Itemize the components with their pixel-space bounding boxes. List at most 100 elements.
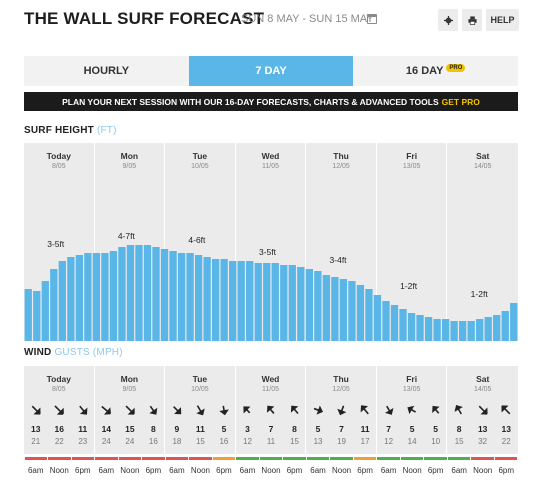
- pro-badge: PRO: [446, 64, 466, 72]
- surf-bar[interactable]: [126, 245, 135, 341]
- surf-bar[interactable]: [229, 261, 237, 341]
- surf-bar[interactable]: [424, 317, 433, 341]
- surf-bar[interactable]: [365, 289, 373, 341]
- surf-bar[interactable]: [373, 295, 382, 341]
- wind-arrow-icon: [306, 404, 330, 416]
- pro-banner[interactable]: PLAN YOUR NEXT SESSION WITH OUR 16-DAY F…: [24, 92, 518, 111]
- tab-hourly[interactable]: HOURLY: [24, 56, 189, 86]
- surf-bar[interactable]: [160, 249, 169, 341]
- surf-bar[interactable]: [92, 253, 101, 341]
- surf-bar[interactable]: [177, 253, 186, 341]
- time-labels-row: 6am Noon 6pm 6am Noon 6pm 6am Noon 6pm 6am Noon 6pm…: [24, 466, 518, 478]
- settings-button[interactable]: [438, 9, 458, 31]
- surf-bar[interactable]: [467, 321, 475, 341]
- surf-bar[interactable]: [135, 245, 143, 341]
- surf-bar[interactable]: [458, 321, 467, 341]
- surf-bar[interactable]: [348, 281, 356, 341]
- time-label: Noon: [49, 466, 69, 475]
- surf-bar[interactable]: [211, 259, 220, 341]
- tab-16-day-label: 16 DAY: [405, 65, 444, 77]
- wind-arrow-icon: [283, 404, 307, 416]
- surf-bar[interactable]: [220, 259, 228, 341]
- surf-bar[interactable]: [84, 253, 92, 341]
- surf-height-chart: Today 8/05 Mon 9/05 Tue 10/05 Wed 11/05 Thu 12/05…: [24, 143, 518, 341]
- wind-arrow-icon: [212, 404, 236, 416]
- surf-bar[interactable]: [203, 257, 211, 341]
- surf-bar[interactable]: [416, 315, 424, 341]
- surf-bar[interactable]: [441, 319, 450, 341]
- surf-bar[interactable]: [433, 319, 441, 341]
- surf-bar[interactable]: [101, 253, 109, 341]
- surf-bar[interactable]: [237, 261, 245, 341]
- tab-7-day[interactable]: 7 DAY: [188, 56, 354, 86]
- print-button[interactable]: [462, 9, 482, 31]
- time-label: Noon: [331, 466, 352, 475]
- surf-bar[interactable]: [390, 305, 399, 341]
- surf-bar[interactable]: [194, 255, 203, 341]
- wind-speed: 5: [433, 424, 438, 434]
- get-pro-link[interactable]: GET PRO: [441, 96, 480, 107]
- time-label: Noon: [473, 466, 493, 475]
- tab-16-day[interactable]: 16 DAY PRO: [353, 56, 518, 86]
- time-label: 6am: [239, 466, 256, 475]
- time-label: 6pm: [427, 466, 444, 475]
- wind-gust: 12: [243, 437, 252, 446]
- day-date: 14/05: [473, 163, 492, 170]
- day-name: Wed: [261, 151, 280, 161]
- surf-bar[interactable]: [118, 247, 126, 341]
- wind-gust: 23: [78, 437, 88, 446]
- surf-bar[interactable]: [186, 253, 194, 341]
- surf-bar[interactable]: [41, 281, 49, 341]
- calendar-icon[interactable]: [367, 14, 377, 24]
- surf-bar[interactable]: [399, 309, 407, 341]
- surf-bar[interactable]: [33, 291, 41, 341]
- surf-bar[interactable]: [169, 251, 177, 341]
- surf-bar[interactable]: [484, 317, 492, 341]
- surf-bar[interactable]: [382, 301, 390, 341]
- day-column: Thu 12/05: [306, 366, 377, 454]
- surf-bar[interactable]: [314, 271, 322, 341]
- surf-bar[interactable]: [476, 319, 484, 341]
- surf-bar[interactable]: [152, 247, 160, 341]
- day-column: Wed 11/05: [236, 366, 307, 454]
- surf-bar[interactable]: [109, 251, 118, 341]
- help-button[interactable]: HELP: [486, 9, 519, 31]
- surf-bar[interactable]: [280, 265, 288, 341]
- surf-bar[interactable]: [67, 257, 75, 341]
- surf-bar[interactable]: [254, 263, 262, 341]
- surf-bar[interactable]: [356, 285, 365, 341]
- surf-range-label: 1-2ft: [400, 281, 418, 291]
- surf-bar[interactable]: [297, 267, 305, 341]
- surf-bar[interactable]: [58, 261, 66, 341]
- surf-bar[interactable]: [510, 303, 518, 341]
- surf-bar[interactable]: [75, 255, 84, 341]
- wind-speed: 13: [477, 424, 488, 434]
- gear-icon: [443, 15, 453, 25]
- wind-arrow-icon: [95, 404, 119, 416]
- wind-speed: 7: [268, 424, 274, 434]
- surf-bar[interactable]: [322, 275, 331, 341]
- surf-range-label: 3-5ft: [259, 247, 277, 257]
- surf-bars: 3-5ft 4-7ft 4-6ft 3-5ft 3-4ft 1-2ft 1-2ft: [24, 231, 518, 341]
- surf-bar[interactable]: [501, 311, 509, 341]
- surf-bar[interactable]: [143, 245, 152, 341]
- day-date: 14/05: [473, 386, 492, 393]
- surf-bar[interactable]: [24, 289, 32, 341]
- surf-bar[interactable]: [263, 263, 271, 341]
- surf-bar[interactable]: [288, 265, 296, 341]
- wind-gust: 15: [195, 437, 205, 446]
- surf-bar[interactable]: [246, 261, 254, 341]
- rating-bar: [24, 457, 518, 460]
- surf-bar[interactable]: [271, 263, 279, 341]
- time-label: 6pm: [145, 466, 162, 475]
- surf-bar[interactable]: [339, 279, 348, 341]
- surf-bar[interactable]: [305, 269, 313, 341]
- surf-bar[interactable]: [450, 321, 458, 341]
- surf-bar[interactable]: [493, 315, 501, 341]
- rating-segment: [259, 457, 283, 460]
- surf-bar[interactable]: [50, 269, 58, 341]
- tab-7-day-label: 7 DAY: [255, 65, 287, 77]
- surf-bar[interactable]: [331, 277, 339, 341]
- wind-arrow-icon: [424, 404, 448, 416]
- surf-bar[interactable]: [407, 313, 416, 341]
